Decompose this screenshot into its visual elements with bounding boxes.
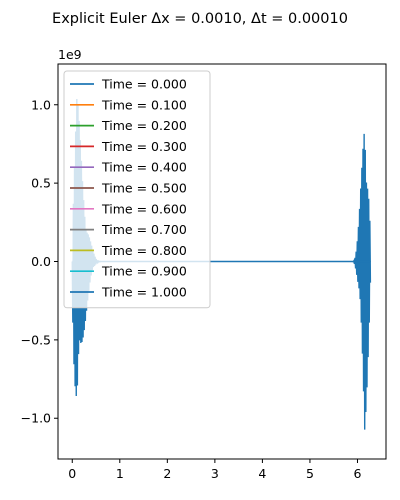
legend-label: Time = 0.900 bbox=[101, 264, 187, 279]
legend-box bbox=[63, 70, 211, 309]
legend-label: Time = 0.800 bbox=[101, 243, 187, 258]
legend: Time = 0.000 Time = 0.100 Time = 0.200 Time… bbox=[63, 70, 211, 309]
y-tick-label: −1.0 bbox=[21, 411, 51, 426]
legend-label: Time = 0.400 bbox=[101, 160, 187, 175]
x-axis-ticks: 0 1 2 3 4 5 6 bbox=[68, 459, 362, 481]
x-tick-label: 0 bbox=[68, 466, 76, 481]
legend-label: Time = 0.700 bbox=[101, 222, 187, 237]
x-tick-label: 4 bbox=[258, 466, 266, 481]
right-oscillation-burst bbox=[352, 133, 372, 430]
x-tick-label: 1 bbox=[116, 466, 124, 481]
y-tick-label: −0.5 bbox=[21, 332, 51, 347]
legend-label: Time = 1.000 bbox=[101, 285, 187, 300]
y-tick-label: 1.0 bbox=[31, 97, 51, 112]
legend-label: Time = 0.200 bbox=[101, 118, 187, 133]
y-tick-label: 0.5 bbox=[31, 176, 51, 191]
legend-label: Time = 0.000 bbox=[101, 77, 187, 92]
y-axis-ticks: −1.0 −0.5 0.0 0.5 1.0 bbox=[21, 97, 58, 426]
legend-label: Time = 0.300 bbox=[101, 139, 187, 154]
y-offset-label: 1e9 bbox=[58, 47, 82, 62]
x-tick-label: 5 bbox=[306, 466, 314, 481]
legend-label: Time = 0.100 bbox=[101, 97, 187, 112]
x-tick-label: 3 bbox=[211, 466, 219, 481]
x-tick-label: 2 bbox=[163, 466, 171, 481]
chart-title: Explicit Euler Δx = 0.0010, Δt = 0.00010 bbox=[52, 11, 348, 27]
x-tick-label: 6 bbox=[354, 466, 362, 481]
legend-label: Time = 0.600 bbox=[101, 201, 187, 216]
legend-label: Time = 0.500 bbox=[101, 181, 187, 196]
y-tick-label: 0.0 bbox=[31, 254, 51, 269]
